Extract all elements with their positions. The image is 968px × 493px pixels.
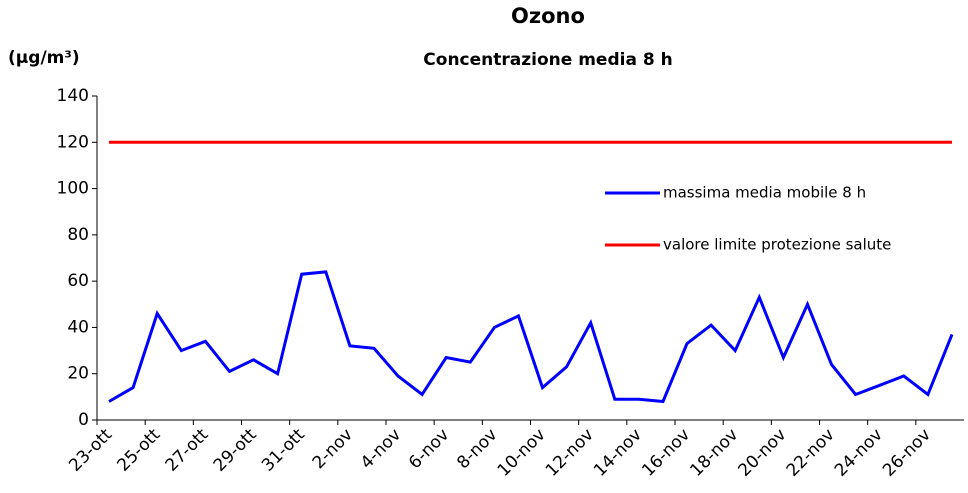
x-tick-label: 25-ott (113, 425, 164, 476)
y-tick-label: 100 (57, 179, 89, 199)
x-tick-label: 14-nov (590, 425, 646, 481)
x-tick-label: 31-ott (258, 425, 309, 476)
x-tick-label: 29-ott (210, 425, 261, 476)
x-tick-label: 20-nov (735, 425, 791, 481)
x-tick-label: 16-nov (638, 425, 694, 481)
x-tick-label: 22-nov (783, 425, 839, 481)
x-tick-label: 4-nov (357, 425, 405, 473)
x-tick-label: 12-nov (542, 425, 598, 481)
y-tick-label: 80 (67, 225, 89, 245)
y-tick-label: 140 (57, 86, 89, 106)
y-tick-label: 120 (57, 132, 89, 152)
x-tick-label: 26-nov (879, 425, 935, 481)
x-tick-label: 18-nov (686, 425, 742, 481)
chart-subtitle: Concentrazione media 8 h (423, 50, 672, 70)
y-tick-label: 60 (67, 271, 89, 291)
x-tick-label: 2-nov (309, 425, 357, 473)
y-tick-label: 20 (67, 364, 89, 384)
y-tick-label: 40 (67, 317, 89, 337)
y-axis-label: (μg/m³) (8, 48, 80, 68)
legend-label: massima media mobile 8 h (663, 184, 866, 202)
x-tick-label: 10-nov (494, 425, 550, 481)
x-tick-label: 24-nov (831, 425, 887, 481)
x-tick-label: 6-nov (405, 425, 453, 473)
x-tick-label: 23-ott (65, 425, 116, 476)
x-tick-label: 27-ott (162, 425, 213, 476)
chart-title: Ozono (511, 4, 585, 28)
legend-label: valore limite protezione salute (663, 236, 891, 254)
data-line (108, 270, 954, 404)
y-tick-label: 0 (78, 410, 89, 430)
